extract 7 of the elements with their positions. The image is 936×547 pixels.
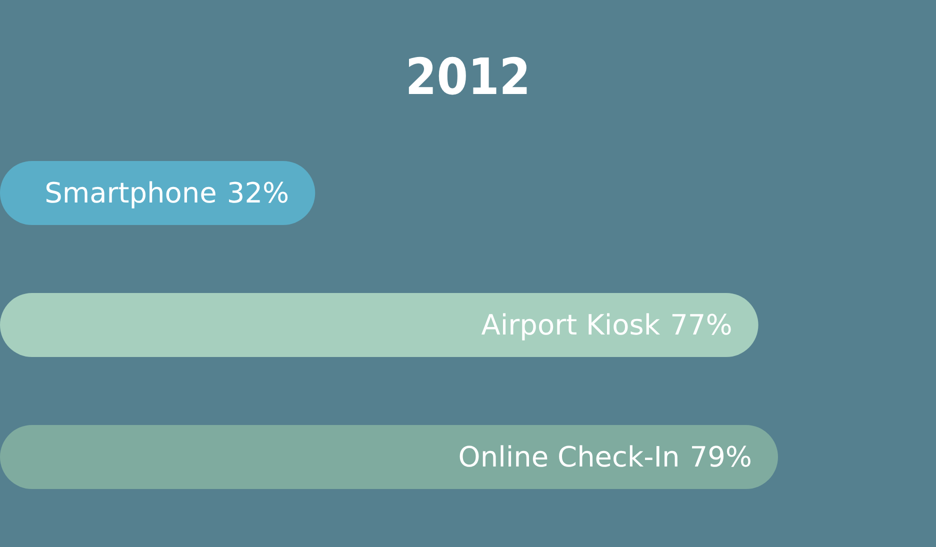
chart-title: 2012 bbox=[404, 48, 532, 106]
y-tick-label: Smartphone bbox=[44, 176, 217, 210]
y-tick-label: Airport Kiosk bbox=[481, 308, 661, 342]
data-label: 32% bbox=[226, 176, 290, 210]
y-tick-label: Online Check-In bbox=[458, 440, 680, 474]
data-label: 79% bbox=[690, 440, 752, 474]
data-label: 77% bbox=[670, 308, 732, 342]
